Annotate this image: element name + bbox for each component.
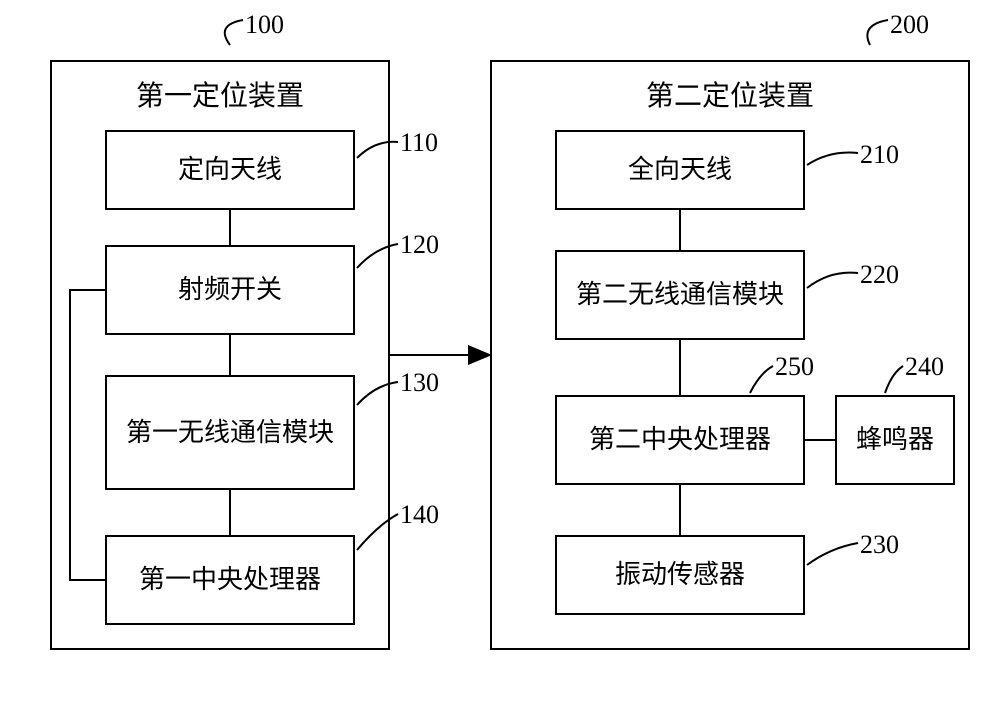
callout-b140: 140 — [400, 500, 439, 530]
block-b110: 定向天线 — [105, 130, 355, 210]
block-b250-text: 第二中央处理器 — [585, 419, 775, 461]
callout-b110: 110 — [400, 128, 438, 158]
block-b220-text: 第二无线通信模块 — [572, 274, 788, 316]
block-b130-text: 第一无线通信模块 — [122, 412, 338, 454]
right_container-title: 第二定位装置 — [646, 81, 814, 112]
block-b130: 第一无线通信模块 — [105, 375, 355, 490]
block-b230-text: 振动传感器 — [611, 554, 749, 596]
block-b210-text: 全向天线 — [624, 149, 736, 191]
callout-b230: 230 — [860, 530, 899, 560]
block-b120: 射频开关 — [105, 245, 355, 335]
block-b140-text: 第一中央处理器 — [135, 559, 325, 601]
block-b120-text: 射频开关 — [174, 269, 286, 311]
callout-b130: 130 — [400, 368, 439, 398]
callout-right_container: 200 — [890, 10, 929, 40]
callout-left_container: 100 — [245, 10, 284, 40]
left_container-title: 第一定位装置 — [136, 81, 304, 112]
block-b230: 振动传感器 — [555, 535, 805, 615]
callout-b120: 120 — [400, 230, 439, 260]
block-b240: 蜂鸣器 — [835, 395, 955, 485]
block-b110-text: 定向天线 — [174, 149, 286, 191]
block-b220: 第二无线通信模块 — [555, 250, 805, 340]
block-b210: 全向天线 — [555, 130, 805, 210]
callout-b220: 220 — [860, 260, 899, 290]
block-b140: 第一中央处理器 — [105, 535, 355, 625]
diagram-canvas: 第一定位装置 第二定位装置定向天线射频开关第一无线通信模块第一中央处理器 全向天线第… — [0, 0, 1000, 707]
block-b250: 第二中央处理器 — [555, 395, 805, 485]
block-b240-text: 蜂鸣器 — [852, 419, 938, 461]
callout-b240: 240 — [905, 352, 944, 382]
callout-b210: 210 — [860, 140, 899, 170]
callout-b250: 250 — [775, 352, 814, 382]
